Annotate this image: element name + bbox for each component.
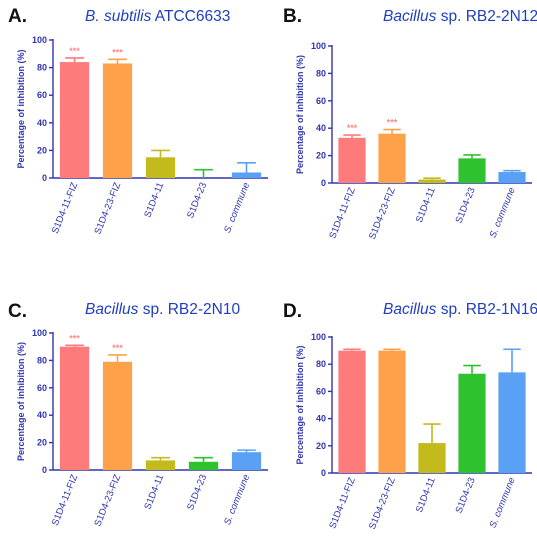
bar (188, 461, 219, 470)
x-tick-label: S1D4-11-FIZ (327, 476, 358, 531)
y-tick-label: 20 (37, 145, 47, 155)
chart-panel-b: B. Bacillus sp. RB2-2N12 Percentage of inh… (283, 6, 537, 241)
x-tick-label: S. commune (488, 476, 518, 530)
x-tick-label: S1D4-11-FIZ (50, 181, 81, 236)
y-tick-label: 0 (321, 468, 326, 478)
y-axis-label: Percentage of inhibition (%) (295, 55, 305, 174)
y-tick-label: 40 (316, 414, 326, 424)
bar (418, 443, 446, 473)
x-tick-label: S1D4-23-FIZ (93, 181, 124, 236)
significance-label: *** (69, 46, 80, 56)
x-tick-label: S1D4-23-FIZ (367, 186, 398, 241)
x-tick-label: S1D4-11-FIZ (50, 473, 81, 528)
chart-panel-a: A. B. subtilis ATCC6633 Percentage of inhi… (8, 6, 268, 236)
bar (378, 350, 406, 473)
x-tick-label: S1D4-11-FIZ (327, 186, 358, 241)
y-tick-label: 100 (311, 41, 326, 51)
bar (458, 373, 486, 473)
x-tick-label: S1D4-23 (185, 181, 209, 220)
bar (338, 350, 366, 473)
y-tick-label: 80 (37, 355, 47, 365)
y-tick-label: 60 (316, 96, 326, 106)
chart-panel-c: C. Bacillus sp. RB2-2N10 Percentage of inh… (8, 301, 268, 528)
panel-title: Bacillus sp. RB2-1N16 (383, 301, 537, 318)
panel-title-italic: Bacillus (85, 301, 139, 318)
y-tick-label: 60 (316, 386, 326, 396)
bar (498, 172, 526, 183)
x-tick-label: S1D4-11 (414, 476, 438, 514)
significance-label: *** (112, 343, 123, 353)
significance-label: *** (347, 123, 358, 133)
bar (231, 172, 262, 178)
x-tick-label: S1D4-11 (414, 186, 438, 224)
panel-letter: C. (8, 301, 27, 322)
panel-letter: A. (8, 6, 27, 27)
significance-label: *** (112, 47, 123, 57)
significance-label: *** (387, 118, 398, 128)
panel-letter: B. (283, 6, 302, 27)
x-tick-label: S. commune (488, 186, 518, 240)
x-tick-label: S1D4-23 (185, 473, 209, 512)
y-tick-label: 100 (32, 35, 47, 45)
bar (458, 158, 486, 183)
bar (102, 63, 133, 178)
panel-title: B. subtilis ATCC6633 (85, 8, 230, 25)
y-tick-label: 20 (316, 151, 326, 161)
y-tick-label: 100 (311, 332, 326, 342)
y-axis-label: Percentage of inhibition (%) (295, 345, 305, 464)
y-tick-label: 40 (37, 410, 47, 420)
y-tick-label: 0 (321, 178, 326, 188)
x-tick-label: S1D4-11 (142, 473, 166, 511)
bar (102, 361, 133, 470)
panel-title-rest: ATCC6633 (151, 8, 230, 25)
y-tick-label: 0 (42, 173, 47, 183)
x-tick-label: S1D4-23 (454, 186, 478, 225)
y-tick-label: 20 (316, 441, 326, 451)
panel-title-italic: B. subtilis (85, 8, 152, 25)
panel-title-italic: Bacillus (383, 8, 437, 25)
bar (59, 346, 90, 470)
panel-title-rest: sp. RB2-2N10 (138, 301, 240, 318)
panel-letter: D. (283, 301, 302, 322)
panel-title-rest: sp. RB2-1N16 (436, 301, 537, 318)
panel-title: Bacillus sp. RB2-2N10 (85, 301, 240, 318)
y-tick-label: 20 (37, 438, 47, 448)
x-tick-label: S1D4-11 (142, 181, 166, 219)
bar (145, 157, 176, 178)
panel-title-italic: Bacillus (383, 301, 437, 318)
panel-title: Bacillus sp. RB2-2N12 (383, 8, 537, 25)
bar (59, 62, 90, 178)
y-tick-label: 40 (316, 123, 326, 133)
x-tick-label: S1D4-23 (454, 476, 478, 515)
y-tick-label: 80 (316, 359, 326, 369)
y-tick-label: 0 (42, 465, 47, 475)
x-tick-label: S1D4-23-FIZ (93, 473, 124, 528)
bar (378, 133, 406, 183)
x-tick-label: S. commune (222, 473, 252, 527)
panel-title-rest: sp. RB2-2N12 (436, 8, 537, 25)
y-tick-label: 60 (37, 383, 47, 393)
y-tick-label: 80 (37, 63, 47, 73)
bar (338, 137, 366, 183)
bar (231, 452, 262, 470)
y-tick-label: 80 (316, 68, 326, 78)
y-tick-label: 100 (32, 328, 47, 338)
bar (498, 372, 526, 473)
bar (418, 179, 446, 183)
y-tick-label: 60 (37, 90, 47, 100)
significance-label: *** (69, 333, 80, 343)
y-axis-label: Percentage of inhibition (%) (16, 49, 26, 168)
y-tick-label: 40 (37, 118, 47, 128)
x-tick-label: S. commune (222, 181, 252, 235)
chart-panel-d: D. Bacillus sp. RB2-1N16 Percentage of inh… (283, 301, 537, 531)
x-tick-label: S1D4-23-FIZ (367, 476, 398, 531)
y-axis-label: Percentage of inhibition (%) (16, 342, 26, 461)
bar (145, 460, 176, 470)
